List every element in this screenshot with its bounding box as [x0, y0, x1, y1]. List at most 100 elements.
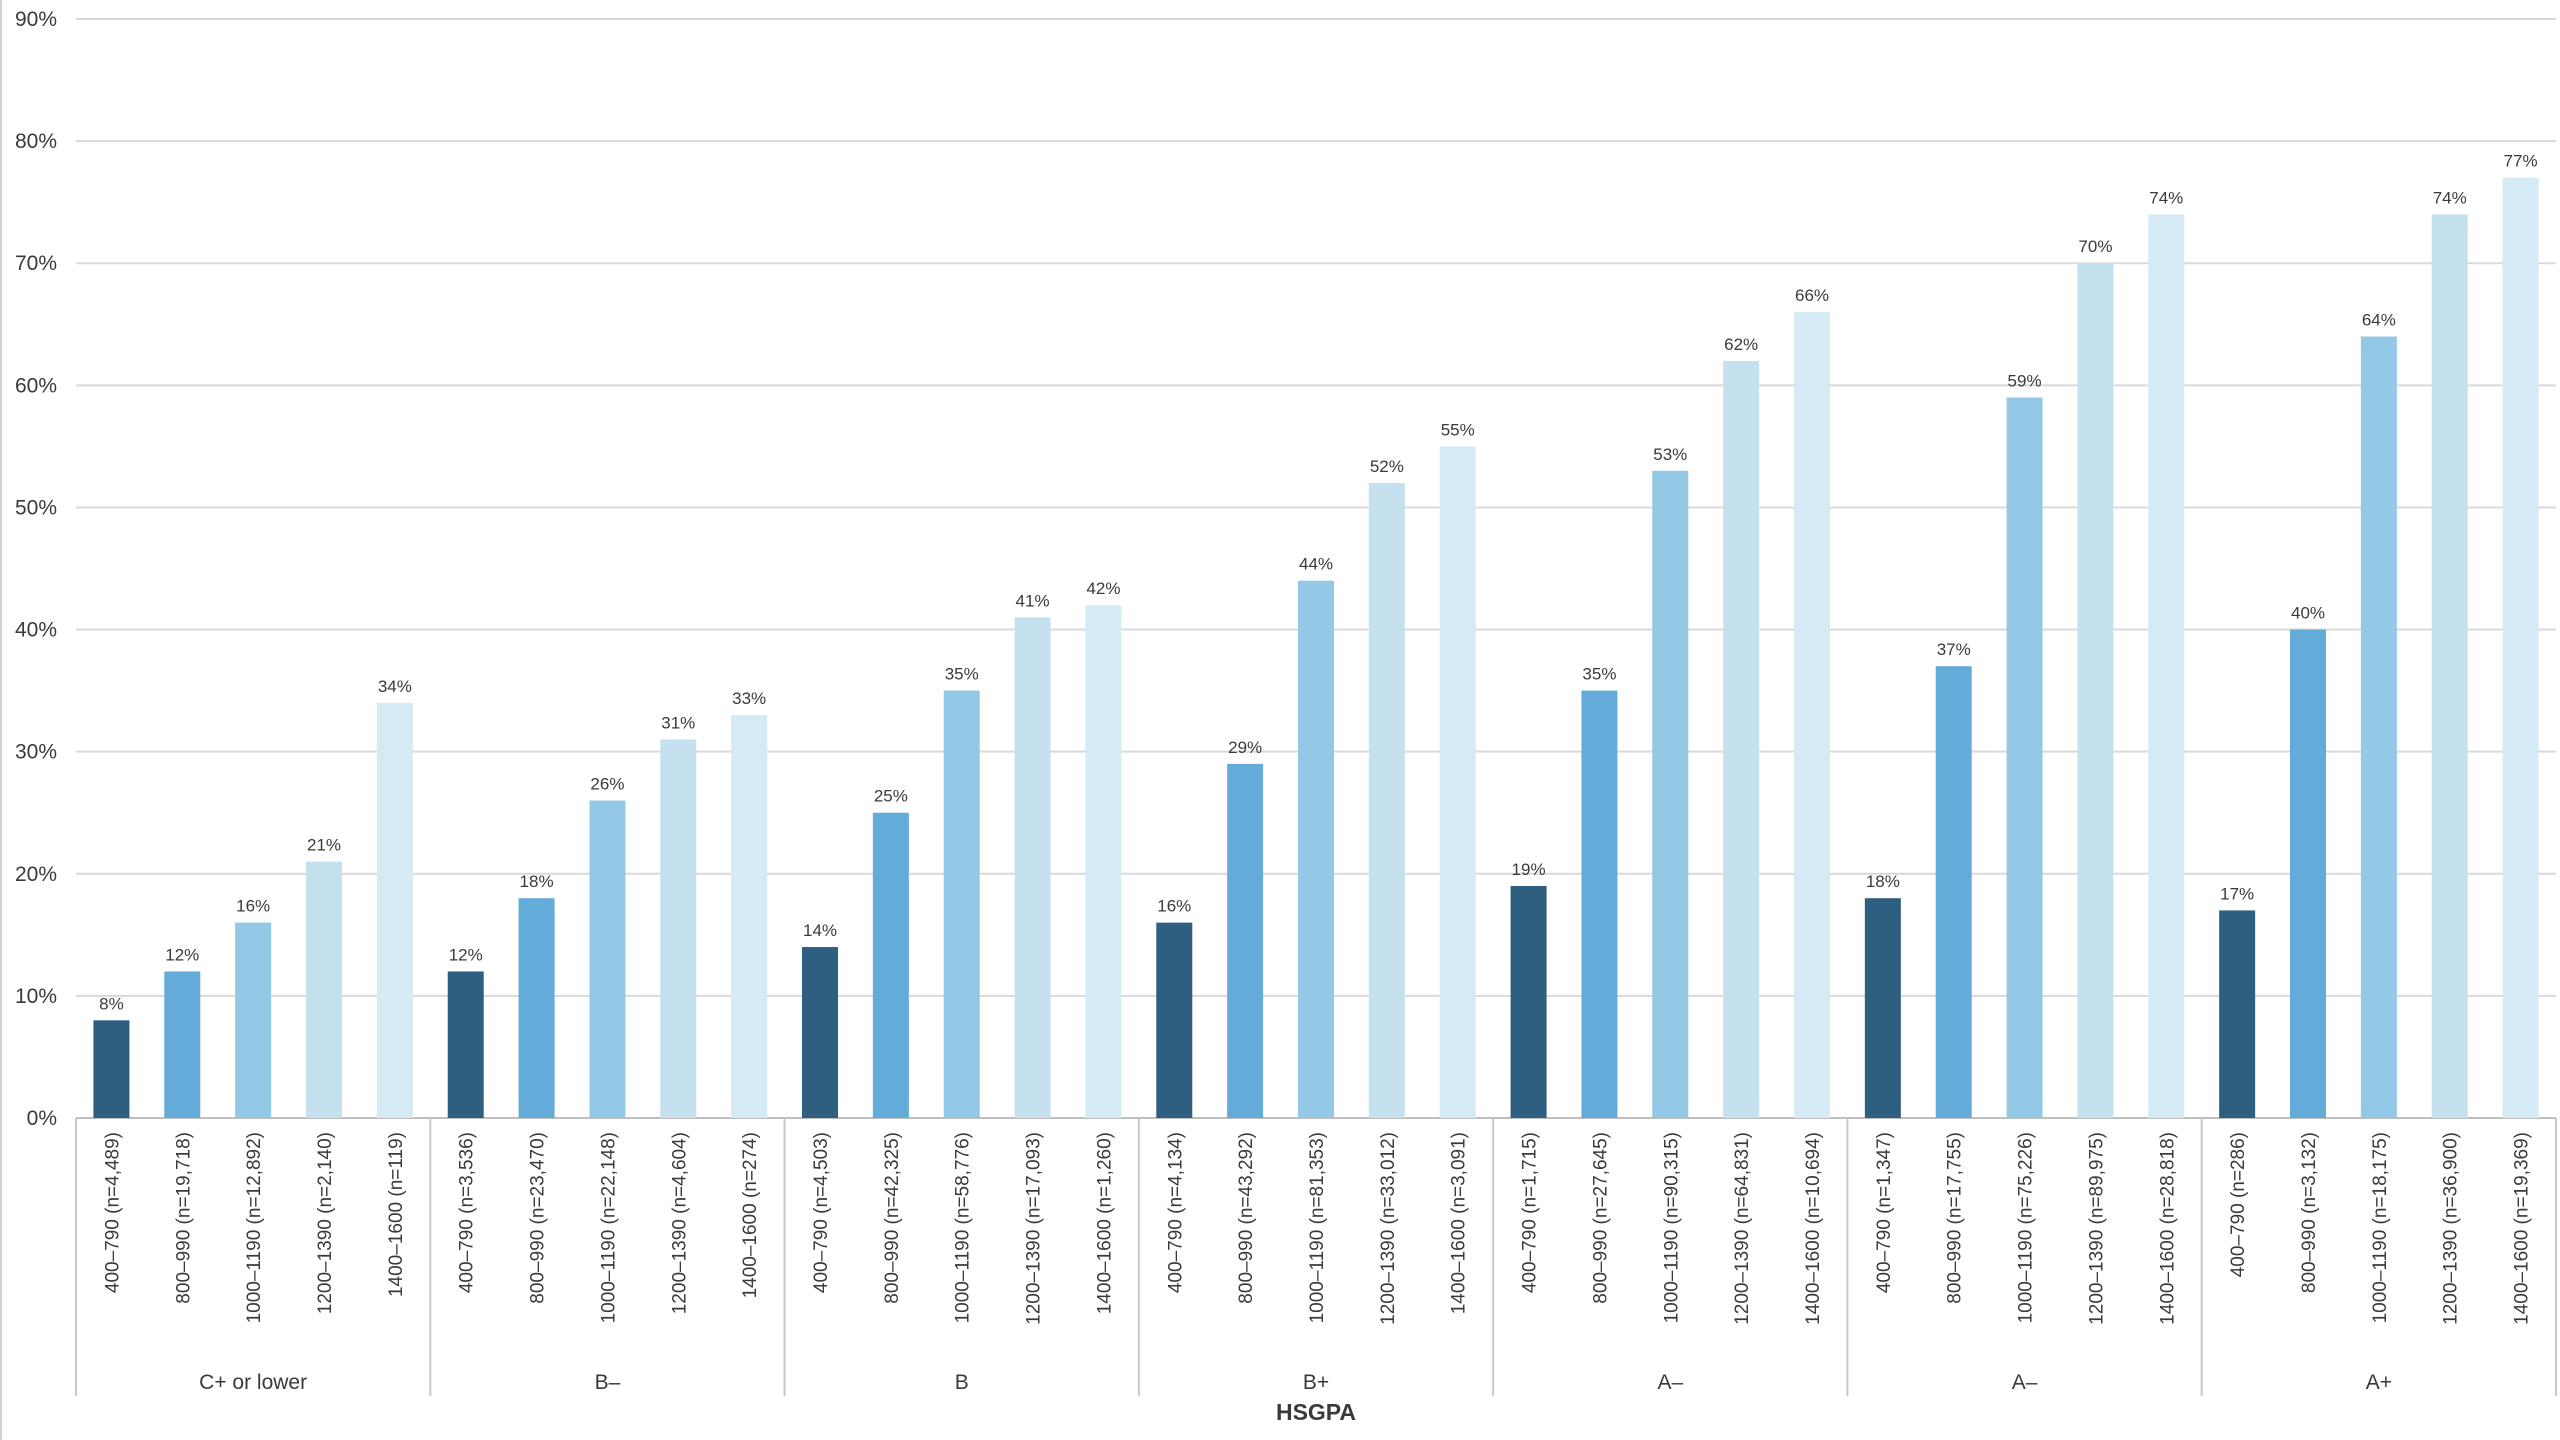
bar: [943, 690, 980, 1118]
data-label: 44%: [1299, 555, 1333, 574]
x-tick-label: 800–990 (n=43,292): [1236, 1132, 1257, 1304]
x-tick-label: 1200–1390 (n=17,093): [1024, 1132, 1045, 1325]
bar: [1935, 666, 1972, 1118]
data-label: 62%: [1724, 335, 1758, 354]
x-tick-label: 1000–1190 (n=22,148): [598, 1132, 619, 1323]
bar: [1368, 483, 1405, 1118]
data-label: 8%: [99, 994, 124, 1013]
data-label: 29%: [1228, 738, 1262, 757]
data-label: 53%: [1653, 445, 1687, 464]
x-tick-label: 1400–1600 (n=119): [386, 1132, 407, 1297]
bar: [2006, 397, 2043, 1118]
x-tick-label: 1200–1390 (n=36,900): [2441, 1132, 2462, 1325]
bar: [518, 898, 555, 1118]
data-label: 18%: [520, 872, 554, 891]
y-tick-label: 10%: [15, 985, 57, 1008]
data-label: 19%: [1512, 860, 1546, 879]
x-axis-title: HSGPA: [1276, 1399, 1356, 1425]
x-tick-label: 1200–1390 (n=64,831): [1732, 1132, 1753, 1325]
data-label: 42%: [1086, 579, 1120, 598]
x-tick-label: 400–790 (n=4,503): [811, 1132, 832, 1293]
group-label: B: [955, 1371, 969, 1394]
data-label: 55%: [1441, 420, 1475, 439]
x-tick-label: 400–790 (n=1,715): [1520, 1132, 1541, 1293]
bar: [2290, 629, 2326, 1118]
x-tick-label: 1000–1190 (n=18,175): [2370, 1132, 2391, 1323]
y-tick-label: 20%: [15, 863, 57, 886]
x-tick-label: 1000–1190 (n=90,315): [1661, 1132, 1682, 1323]
data-label: 70%: [2078, 237, 2112, 256]
x-tick-label: 400–790 (n=4,134): [1165, 1132, 1186, 1293]
data-label: 21%: [307, 836, 341, 855]
x-tick-label: 1200–1390 (n=2,140): [315, 1132, 336, 1314]
bar: [1227, 763, 1264, 1118]
x-tick-label: 1400–1600 (n=10,694): [1803, 1132, 1824, 1325]
bar: [589, 800, 626, 1118]
x-tick-label: 800–990 (n=17,755): [1945, 1132, 1966, 1304]
data-label: 26%: [590, 775, 624, 794]
bar: [1652, 470, 1689, 1118]
data-label: 35%: [1582, 665, 1616, 684]
x-axis: 400–790 (n=4,489) 800–990 (n=19,718) 1000–…: [75, 1118, 2557, 1396]
data-label: 59%: [2008, 372, 2042, 391]
x-tick-label: 1200–1390 (n=4,604): [669, 1132, 690, 1314]
x-tick-label: 800–990 (n=27,645): [1590, 1132, 1611, 1304]
bar: [376, 702, 413, 1118]
data-label: 52%: [1370, 457, 1404, 476]
bar: [731, 715, 768, 1118]
bar: [1723, 360, 1760, 1118]
bar: [2077, 263, 2114, 1118]
x-tick-label: 800–990 (n=19,718): [173, 1132, 194, 1304]
x-tick-label: 1000–1190 (n=58,776): [953, 1132, 974, 1323]
data-label: 33%: [732, 689, 766, 708]
data-label: 31%: [661, 713, 695, 732]
y-tick-label: 50%: [15, 496, 57, 519]
x-tick-label: 800–990 (n=42,325): [882, 1132, 903, 1304]
bar: [2148, 214, 2185, 1118]
x-tick-label: 1000–1190 (n=81,353): [1307, 1132, 1328, 1323]
bar: [2360, 336, 2397, 1118]
data-label: 16%: [236, 897, 270, 916]
bar: [2219, 910, 2256, 1118]
bar: [306, 861, 342, 1118]
bar: [164, 971, 201, 1118]
bar: [93, 1020, 130, 1118]
y-tick-label: 30%: [15, 741, 57, 764]
x-tick-label: 1000–1190 (n=12,892): [244, 1132, 265, 1323]
group-label: A–: [2012, 1371, 2038, 1394]
y-tick-label: 40%: [15, 619, 57, 642]
bar: [1794, 312, 1830, 1119]
x-tick-label: 400–790 (n=4,489): [102, 1132, 123, 1293]
y-tick-label: 90%: [15, 8, 57, 31]
x-tick-label: 400–790 (n=1,347): [1874, 1132, 1895, 1293]
y-axis-ticks: 0% 10% 20% 30% 40% 50% 60% 70% 80% 90%: [15, 8, 57, 1130]
bar: [1510, 885, 1547, 1118]
x-tick-label: 400–790 (n=3,536): [457, 1132, 478, 1293]
data-label: 12%: [165, 945, 199, 964]
x-tick-label: 400–790 (n=286): [2228, 1132, 2249, 1277]
data-label: 16%: [1157, 897, 1191, 916]
data-label: 37%: [1937, 640, 1971, 659]
data-label: 40%: [2291, 604, 2325, 623]
group-label: C+ or lower: [199, 1371, 307, 1394]
data-label: 18%: [1866, 872, 1900, 891]
bar: [1156, 922, 1193, 1118]
x-tick-label: 800–990 (n=23,470): [528, 1132, 549, 1304]
bar: [1581, 690, 1618, 1118]
data-label: 12%: [449, 945, 483, 964]
data-label: 25%: [874, 787, 908, 806]
y-tick-label: 0%: [27, 1107, 57, 1130]
group-label: A+: [2366, 1371, 2392, 1394]
data-label: 77%: [2504, 152, 2538, 171]
data-label: 74%: [2149, 188, 2183, 207]
bar: [447, 971, 484, 1118]
bar: [1298, 580, 1334, 1118]
x-tick-label: 1200–1390 (n=33,012): [1378, 1132, 1399, 1325]
data-label: 41%: [1016, 591, 1050, 610]
x-tick-label: 1400–1600 (n=19,369): [2512, 1132, 2533, 1325]
data-label: 35%: [945, 665, 979, 684]
x-tick-label: 1400–1600 (n=28,818): [2157, 1132, 2178, 1325]
data-label: 34%: [378, 677, 412, 696]
data-label: 14%: [803, 921, 837, 940]
